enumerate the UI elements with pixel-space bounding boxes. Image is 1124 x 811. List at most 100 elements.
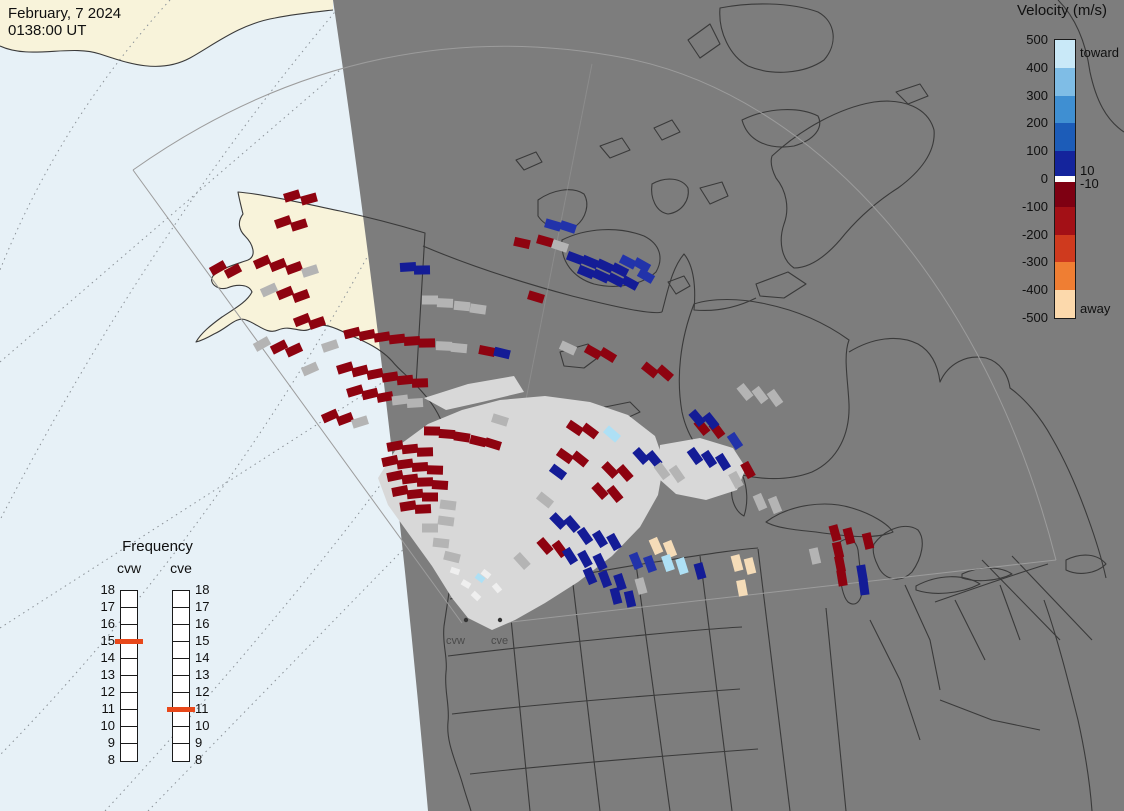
velocity-colorbar — [1054, 39, 1076, 319]
velocity-cell — [413, 265, 431, 275]
velocity-cell — [491, 582, 503, 594]
velocity-cell — [595, 258, 615, 274]
velocity-cell — [861, 532, 875, 550]
velocity-cell — [620, 275, 640, 291]
groundscatter-region — [424, 376, 524, 410]
velocity-cell — [411, 378, 429, 388]
island-king-william — [667, 275, 691, 295]
velocity-cell — [422, 295, 438, 305]
velocity-scale-segment — [1055, 234, 1075, 263]
frequency-tick-label: 14 — [195, 650, 210, 665]
velocity-cell — [535, 491, 555, 509]
frequency-scale-cell — [173, 608, 189, 625]
frequency-scale-cell — [173, 727, 189, 744]
velocity-tick-label: 0 — [1040, 171, 1048, 186]
frequency-scale-cell — [173, 676, 189, 693]
velocity-cell — [252, 254, 272, 270]
frequency-scale-cell — [121, 710, 137, 727]
velocity-cell — [582, 566, 598, 586]
small-island — [515, 151, 543, 171]
state-border — [757, 548, 791, 811]
radar-site-label-cvw: cvw — [446, 635, 465, 647]
fov-outer-arc — [132, 45, 1057, 561]
velocity-cell — [527, 290, 545, 304]
velocity-cell — [858, 578, 870, 596]
velocity-cell — [284, 342, 304, 358]
velocity-cell — [438, 428, 456, 440]
velocity-cell — [478, 345, 496, 357]
velocity-cell — [431, 480, 449, 490]
state-border — [699, 555, 733, 811]
frequency-tick-label: 10 — [195, 718, 210, 733]
velocity-cell — [598, 346, 618, 364]
upper-bound-label: 10 — [1080, 163, 1095, 178]
groundscatter-region — [658, 438, 746, 500]
island-southampton — [755, 271, 807, 299]
velocity-cell — [736, 579, 748, 597]
velocity-cell — [432, 537, 450, 549]
frequency-tick-label: 8 — [107, 752, 115, 767]
velocity-cell — [269, 339, 289, 355]
velocity-cell — [831, 541, 845, 559]
velocity-cell — [284, 261, 304, 275]
state-border — [999, 584, 1021, 641]
velocity-cell — [381, 371, 399, 383]
frequency-tick-label: 11 — [195, 701, 209, 716]
graticule-arc — [104, 419, 428, 811]
velocity-cell — [686, 446, 704, 466]
velocity-cell — [591, 529, 609, 549]
velocity-cell — [561, 546, 579, 566]
velocity-cell — [300, 192, 318, 206]
frequency-tick-label: 12 — [100, 684, 115, 699]
frequency-tick-label: 16 — [195, 616, 210, 631]
velocity-cell — [453, 300, 471, 312]
island-somerset — [699, 181, 729, 205]
frequency-scale-cell — [173, 710, 189, 727]
velocity-cell — [439, 499, 457, 511]
velocity-cell — [301, 264, 319, 278]
velocity-cell — [766, 388, 784, 408]
groundscatter-region — [378, 396, 664, 630]
velocity-cell — [275, 285, 295, 301]
velocity-cell — [767, 495, 783, 515]
small-island — [599, 137, 631, 159]
frequency-tick-label: 18 — [195, 582, 210, 597]
velocity-cell — [320, 408, 340, 424]
velocity-cell — [418, 338, 436, 348]
frequency-legend: Frequency cvw 18 17 16 15 14 13 12 11 10 9 8 cve 18 17… — [85, 538, 235, 788]
velocity-cell — [736, 382, 754, 402]
velocity-cell — [358, 328, 376, 342]
velocity-cell — [580, 254, 600, 270]
away-label: away — [1080, 301, 1111, 316]
great-bear-lake — [559, 343, 601, 369]
frequency-scale-cell — [121, 727, 137, 744]
velocity-cell — [406, 398, 424, 408]
velocity-cell — [551, 239, 569, 253]
velocity-tick-label: -400 — [1021, 282, 1048, 298]
velocity-cell — [583, 344, 603, 360]
frequency-tick-label: 17 — [195, 599, 210, 614]
velocity-cell — [693, 562, 707, 580]
velocity-tick-label: 100 — [1026, 143, 1048, 159]
frequency-scale-cell — [121, 676, 137, 693]
frequency-scale-cvw — [120, 590, 138, 762]
velocity-cell — [702, 411, 720, 431]
velocity-cell — [388, 333, 406, 345]
velocity-cell — [422, 523, 438, 533]
state-border — [904, 584, 941, 691]
frequency-scale-cell — [121, 642, 137, 659]
velocity-cell — [460, 579, 472, 589]
groundscatter-layer — [378, 376, 746, 630]
velocity-cell — [336, 361, 354, 375]
velocity-tick-label: -200 — [1021, 226, 1048, 242]
coast-boothia — [661, 253, 757, 313]
velocity-cell — [536, 234, 554, 248]
velocity-cell — [544, 218, 562, 232]
velocity-scale-segment — [1055, 206, 1075, 235]
velocity-cell — [399, 262, 417, 272]
velocity-cell — [416, 477, 434, 487]
small-island — [653, 119, 681, 141]
velocity-cell — [423, 426, 441, 436]
velocity-cell — [484, 437, 502, 451]
velocity-cell — [422, 492, 438, 502]
